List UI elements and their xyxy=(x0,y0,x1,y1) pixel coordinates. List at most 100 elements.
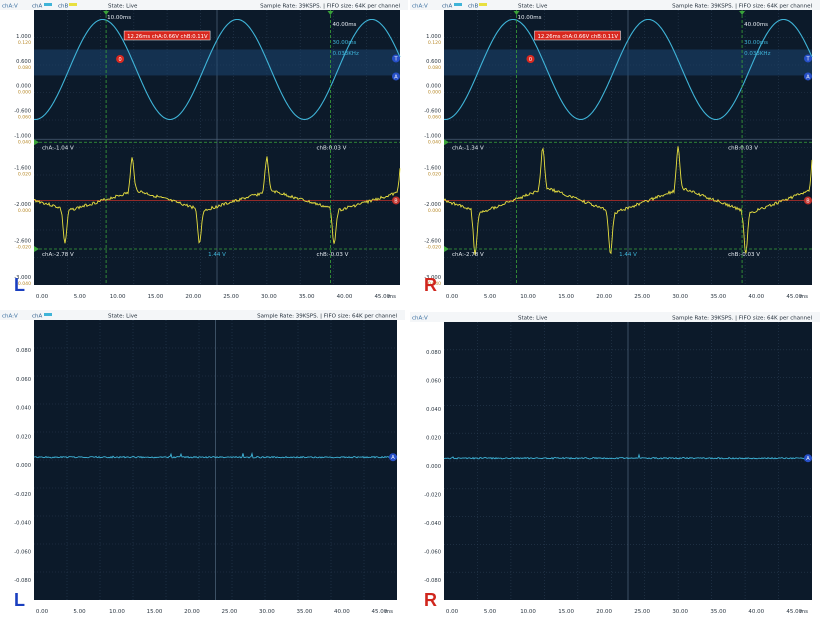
x-tick-label: 35.00 xyxy=(710,609,726,615)
x-tick-label: 15.00 xyxy=(147,609,163,615)
trigger-band xyxy=(444,49,812,76)
channel-a-marker[interactable] xyxy=(389,453,397,462)
channel-b-marker[interactable] xyxy=(392,196,400,205)
channel-a-marker[interactable] xyxy=(804,72,812,81)
channel-a-tab[interactable]: chA xyxy=(32,4,43,10)
cha-tick-right: 0.000 xyxy=(428,90,441,96)
cha-min-label: chA:-2.78 V xyxy=(452,252,484,258)
channel-a-waveform xyxy=(34,18,401,121)
header-bar xyxy=(410,312,820,322)
cha-tick-left: 0.000 xyxy=(16,84,31,90)
y-tick-label: 0.060 xyxy=(16,377,31,383)
side-label: R xyxy=(424,590,437,610)
cursor-handle[interactable] xyxy=(103,11,110,15)
channel-a-tab[interactable]: chA xyxy=(442,4,453,10)
level-handle[interactable] xyxy=(34,246,39,252)
cha-tick-left: -1.000 xyxy=(14,133,31,139)
x-tick-label: 40.00 xyxy=(334,609,350,615)
channel-a-marker[interactable] xyxy=(392,72,400,81)
cha-max-label: chA:-1.04 V xyxy=(42,145,74,151)
chb-tick-left: -2.000 xyxy=(14,202,31,208)
channel-a-marker-label: A xyxy=(806,456,810,462)
chb-tick-right: 0.020 xyxy=(18,171,31,177)
x-tick-label: 0.00 xyxy=(446,294,459,300)
cursor-handle[interactable] xyxy=(327,11,334,15)
channel-a-tab[interactable]: chA xyxy=(32,314,43,320)
level-handle[interactable] xyxy=(444,246,449,252)
chb-tick-right: -0.040 xyxy=(16,281,31,287)
y-axis-unit: chA:V xyxy=(412,316,428,322)
marker-zero[interactable] xyxy=(526,55,535,63)
x-tick-label: 30.00 xyxy=(672,609,688,615)
header-bar xyxy=(410,0,820,10)
x-tick-label: 45.00 xyxy=(374,294,390,300)
cursor-handle[interactable] xyxy=(739,11,746,15)
channel-b-marker-label: B xyxy=(806,198,810,204)
channel-b-waveform xyxy=(33,156,401,244)
chb-tick-left: -1.600 xyxy=(424,165,441,171)
x-tick-label: 5.00 xyxy=(74,294,87,300)
x-axis-unit: ms xyxy=(800,294,808,300)
cursor-readout-box xyxy=(123,30,211,41)
sample-info: Sample Rate: 39KSPS. | FIFO size: 64K pe… xyxy=(672,4,812,10)
x-tick-label: 35.00 xyxy=(297,609,313,615)
y-tick-label: 0.060 xyxy=(426,379,441,385)
chb-tick-right: -0.020 xyxy=(16,244,31,250)
delta-time: 30.00ms xyxy=(744,40,768,46)
y-tick-label: -0.080 xyxy=(424,578,441,584)
cursor-handle[interactable] xyxy=(513,11,520,15)
level-handle[interactable] xyxy=(444,139,449,146)
x-tick-label: 25.00 xyxy=(634,609,650,615)
cursor-readout-box xyxy=(534,30,621,41)
channel-b-tab[interactable]: chB xyxy=(58,4,69,10)
trigger-marker[interactable] xyxy=(804,54,812,63)
x-tick-label: 0.00 xyxy=(36,294,49,300)
cha-tick-left: -1.000 xyxy=(424,133,441,139)
chb-min-label: chB:-0.03 V xyxy=(728,252,760,258)
x-tick-label: 0.00 xyxy=(36,609,49,615)
cha-tick-left: 0.600 xyxy=(426,59,441,65)
channel-b-swatch xyxy=(69,3,77,6)
y-tick-label: -0.080 xyxy=(14,578,31,584)
cha-min-label: chA:-2.78 V xyxy=(42,252,74,258)
y-tick-label: 0.040 xyxy=(16,406,31,412)
marker-zero[interactable] xyxy=(116,55,125,63)
channel-b-marker[interactable] xyxy=(804,196,812,205)
y-axis-unit: chA:V xyxy=(412,4,428,10)
x-tick-label: 30.00 xyxy=(261,294,277,300)
cha-tick-right: 0.060 xyxy=(18,114,31,120)
channel-b-swatch xyxy=(479,3,487,6)
x-tick-label: 15.00 xyxy=(148,294,164,300)
channel-b-marker-label: B xyxy=(394,198,398,204)
frequency: 0.033KHz xyxy=(332,51,358,57)
y-tick-label: 0.020 xyxy=(16,434,31,440)
cha-tick-left: -0.600 xyxy=(424,108,441,114)
chb-tick-left: -2.600 xyxy=(424,238,441,244)
scope-panel-top-right: chA:V chA chB State: Live Sample Rate: 39KSP… xyxy=(410,0,820,305)
trigger-marker[interactable] xyxy=(392,54,400,63)
x-tick-label: 30.00 xyxy=(672,294,688,300)
channel-b-tab[interactable]: chB xyxy=(468,4,479,10)
x-tick-label: 15.00 xyxy=(558,609,574,615)
x-tick-label: 30.00 xyxy=(259,609,275,615)
cursor2-time: 40.00ms xyxy=(332,22,356,28)
x-tick-label: 5.00 xyxy=(73,609,86,615)
chb-tick-left: -2.000 xyxy=(424,202,441,208)
x-tick-label: 35.00 xyxy=(710,294,726,300)
y-tick-label: -0.060 xyxy=(424,550,441,556)
x-tick-label: 10.00 xyxy=(520,294,536,300)
x-tick-label: 5.00 xyxy=(484,294,497,300)
channel-a-waveform xyxy=(444,18,813,121)
cha-tick-left: 1.000 xyxy=(426,34,441,40)
channel-a-marker[interactable] xyxy=(804,454,812,463)
cha-tick-right: 0.080 xyxy=(428,65,441,71)
cha-tick-right: 0.060 xyxy=(428,114,441,120)
cha-max-label: chA:-1.34 V xyxy=(452,145,484,151)
chb-tick-right: -0.040 xyxy=(426,281,441,287)
scope-svg: chA:V chA State: Live Sample Rate: 39KSPS. … xyxy=(0,310,405,615)
chb-tick-right: 0.000 xyxy=(428,208,441,214)
chb-tick-right: -0.020 xyxy=(426,244,441,250)
x-tick-label: 20.00 xyxy=(596,609,612,615)
level-handle[interactable] xyxy=(34,139,39,146)
scope-panel-bottom-right: chA:V State: Live Sample Rate: 39KSPS. | F… xyxy=(410,312,820,620)
